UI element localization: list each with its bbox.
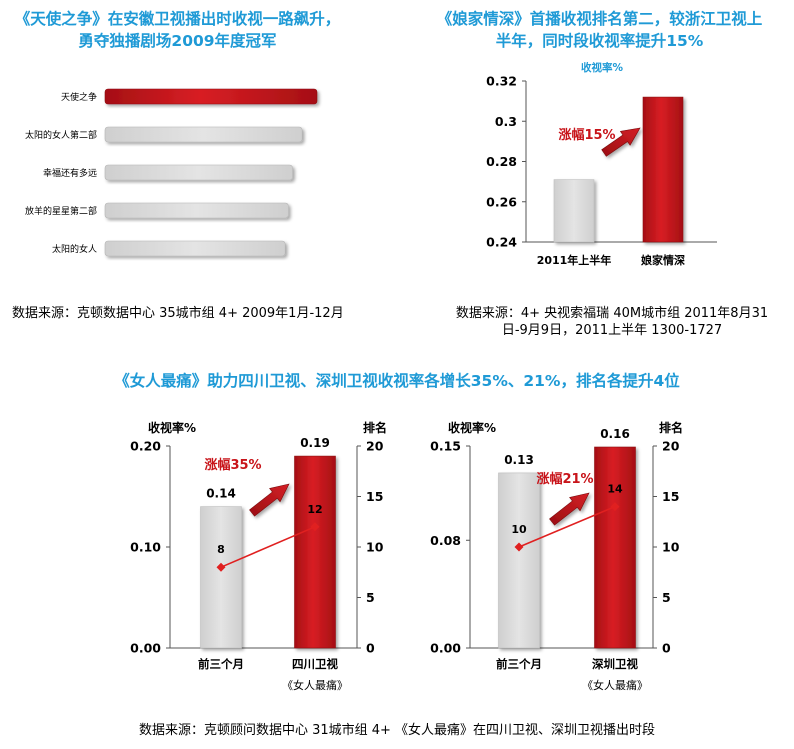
sichuan-rank-line <box>220 526 316 568</box>
bottom-title-text: 《女人最痛》助力四川卫视、深圳卫视收视率各增长35%、21%，排名各提升4位 <box>114 372 680 390</box>
chart2-y-axis-title: 收视率% <box>581 61 623 74</box>
sichuan-y2-tick-label: 5 <box>366 590 375 605</box>
shenzhen-rank-label: 14 <box>607 483 623 496</box>
sichuan-x-tick-label: 前三个月 <box>198 657 244 671</box>
sichuan-bar-value-label: 0.14 <box>206 487 236 501</box>
sichuan-y2-tick-label: 0 <box>366 641 375 656</box>
sichuan-x-tick-label: 四川卫视 <box>292 657 338 671</box>
shenzhen-rank-marker <box>610 502 620 512</box>
sichuan-growth-annotation: 涨幅35% <box>203 457 261 473</box>
sichuan-growth-arrow <box>249 483 290 517</box>
shenzhen-x-tick-label: 深圳卫视 <box>592 657 638 671</box>
shenzhen-y-tick-label: 0.08 <box>430 533 461 548</box>
sichuan-y2-axis-title: 排名 <box>363 420 387 435</box>
shenzhen-rank-marker <box>514 542 524 552</box>
sichuan-rank-marker <box>216 562 226 572</box>
shenzhen-bar-value-label: 0.16 <box>600 427 630 441</box>
shenzhen-x-tick-label: 前三个月 <box>496 657 542 671</box>
shenzhen-y2-tick-label: 10 <box>662 540 680 555</box>
shenzhen-bar <box>498 472 540 649</box>
bottom-source-text: 数据来源：克顿顾问数据中心 31城市组 4+ 《女人最痛》在四川卫视、深圳卫视播… <box>138 723 656 738</box>
ranking-bar <box>104 202 289 219</box>
chart2-y-tick-label: 0.32 <box>486 74 517 89</box>
ranking-bar <box>104 240 286 257</box>
ranking-bar <box>104 88 318 105</box>
chart2-source: 数据来源：4+ 央视索福瑞 40M城市组 2011年8月31 日-9月9日，20… <box>430 305 794 339</box>
sichuan-x-subcategory-note: 《女人最痛》 <box>282 678 348 692</box>
chart2-title-line1: 《娘家情深》首播收视排名第二，较浙江卫视上 <box>436 10 763 28</box>
shenzhen-rank-label: 10 <box>511 523 527 536</box>
shenzhen-y-axis-title: 收视率% <box>448 420 496 435</box>
sichuan-y-axis-title: 收视率% <box>148 420 196 435</box>
chart2-source-line2: 日-9月9日，2011上半年 1300-1727 <box>501 323 723 338</box>
chart2-y-tick-label: 0.28 <box>486 154 517 169</box>
chart2-title-line2: 半年，同时段收视率提升15% <box>495 32 704 50</box>
chart1-source: 数据来源：克顿数据中心 35城市组 4+ 2009年1月-12月 <box>12 305 392 322</box>
shenzhen-growth-annotation: 涨幅21% <box>535 471 593 487</box>
chart2-y-tick-label: 0.24 <box>486 235 517 250</box>
sichuan-bar <box>200 506 242 649</box>
chart2-bar <box>553 179 595 243</box>
chart1-title-line2: 勇夺独播剧场2009年度冠军 <box>78 32 277 50</box>
ranking-bar <box>104 164 293 181</box>
shenzhen-growth-arrow <box>549 492 590 526</box>
ranking-category-label: 太阳的女人第二部 <box>25 129 97 141</box>
sichuan-y2-tick-label: 10 <box>366 540 384 555</box>
shenzhen-y-tick-label: 0.00 <box>430 641 461 656</box>
sichuan-bar-value-label: 0.19 <box>300 436 330 450</box>
chart2-source-line1: 数据来源：4+ 央视索福瑞 40M城市组 2011年8月31 <box>455 306 769 321</box>
chart2-y-tick-label: 0.3 <box>495 114 517 129</box>
bottom-title: 《女人最痛》助力四川卫视、深圳卫视收视率各增长35%、21%，排名各提升4位 <box>0 370 794 392</box>
chart2-growth-annotation: 涨幅15% <box>557 127 615 143</box>
sichuan-y2-tick-label: 15 <box>366 489 383 504</box>
shenzhen-y2-axis-title: 排名 <box>659 420 683 435</box>
ranking-category-label: 幸福还有多远 <box>43 167 97 179</box>
shenzhen-rank-line <box>518 505 616 548</box>
ranking-category-label: 太阳的女人 <box>52 243 97 255</box>
sichuan-rank-marker <box>310 522 320 532</box>
chart2-x-tick-label: 2011年上半年 <box>537 253 612 267</box>
chart2-growth-arrow <box>601 127 641 157</box>
sichuan-y-tick-label: 0.20 <box>130 439 161 454</box>
shenzhen-y2-tick-label: 5 <box>662 590 671 605</box>
shenzhen-x-subcategory-note: 《女人最痛》 <box>582 678 648 692</box>
sichuan-bar <box>294 455 336 649</box>
ranking-bar <box>104 126 303 143</box>
chart1-title-line1: 《天使之争》在安徽卫视播出时收视一路飙升， <box>14 10 341 28</box>
shenzhen-y2-tick-label: 20 <box>662 439 680 454</box>
bottom-source: 数据来源：克顿顾问数据中心 31城市组 4+ 《女人最痛》在四川卫视、深圳卫视播… <box>0 722 794 739</box>
chart2-bar <box>642 96 684 243</box>
shenzhen-bar <box>594 446 636 649</box>
chart2-y-tick-label: 0.26 <box>486 194 517 209</box>
sichuan-y2-tick-label: 20 <box>366 439 384 454</box>
sichuan-rank-label: 8 <box>217 543 225 556</box>
sichuan-y-tick-label: 0.10 <box>130 540 161 555</box>
ranking-category-label: 放羊的星星第二部 <box>25 205 97 217</box>
sichuan-y-tick-label: 0.00 <box>130 641 161 656</box>
shenzhen-y2-tick-label: 0 <box>662 641 671 656</box>
shenzhen-y-tick-label: 0.15 <box>430 439 461 454</box>
chart2-x-tick-label: 娘家情深 <box>641 253 685 267</box>
chart2-title: 《娘家情深》首播收视排名第二，较浙江卫视上 半年，同时段收视率提升15% <box>405 8 794 52</box>
ranking-category-label: 天使之争 <box>61 91 97 103</box>
shenzhen-y2-tick-label: 15 <box>662 489 679 504</box>
chart1-title: 《天使之争》在安徽卫视播出时收视一路飙升， 勇夺独播剧场2009年度冠军 <box>0 8 355 52</box>
sichuan-rank-label: 12 <box>307 503 322 516</box>
shenzhen-bar-value-label: 0.13 <box>504 453 534 467</box>
chart1-source-text: 数据来源：克顿数据中心 35城市组 4+ 2009年1月-12月 <box>12 306 344 321</box>
